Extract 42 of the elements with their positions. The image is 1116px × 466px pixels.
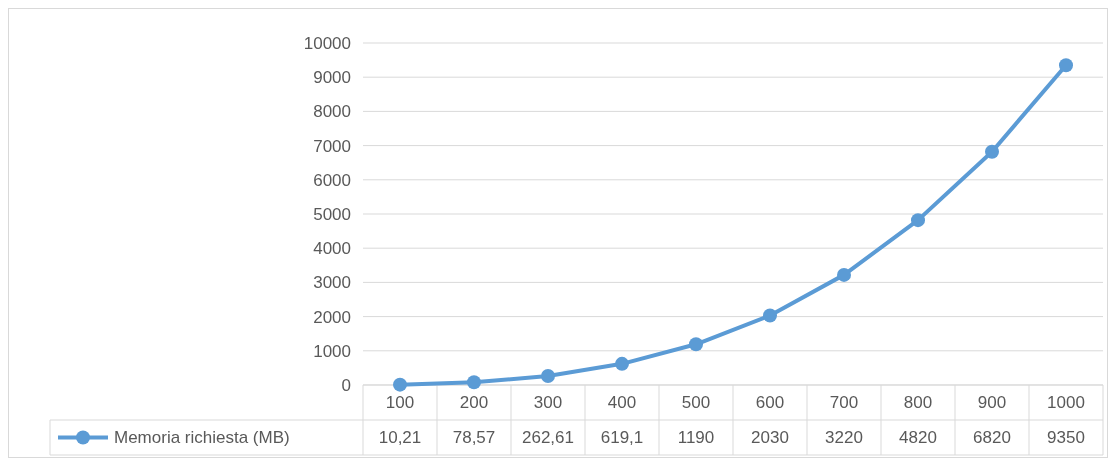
y-tick-label: 0: [341, 375, 351, 395]
data-label: 78,57: [452, 428, 496, 448]
data-label: 4820: [899, 428, 937, 448]
y-tick-label: 10000: [303, 33, 351, 53]
x-tick-label: 400: [607, 393, 637, 413]
y-tick-label: 1000: [313, 341, 351, 361]
y-tick-label: 7000: [313, 136, 351, 156]
point: [763, 308, 777, 323]
x-tick-label: 300: [533, 393, 563, 413]
data-label: 1190: [677, 428, 715, 448]
data-label: 10,21: [378, 428, 422, 448]
data-label: 9350: [1047, 428, 1085, 448]
y-tick-label: 8000: [313, 102, 351, 122]
y-tick-label: 6000: [313, 170, 351, 190]
point: [467, 375, 481, 390]
data-label: 619,1: [600, 428, 644, 448]
y-tick-label: 2000: [313, 307, 351, 327]
y-tick-label: 9000: [313, 68, 351, 88]
point: [541, 369, 555, 384]
point: [393, 377, 407, 392]
point: [689, 337, 703, 352]
x-tick-label: 200: [459, 393, 489, 413]
point: [985, 144, 999, 159]
y-tick-label: 5000: [313, 204, 351, 224]
x-tick-label: 500: [681, 393, 711, 413]
y-tick-label: 3000: [313, 273, 351, 293]
point: [1059, 58, 1073, 73]
x-tick-label: 100: [385, 393, 415, 413]
x-tick-label: 600: [755, 393, 785, 413]
data-label: 262,61: [522, 428, 574, 448]
legend-label: Memoria richiesta (MB): [114, 428, 290, 448]
x-tick-label: 800: [903, 393, 933, 413]
data-label: 6820: [973, 428, 1011, 448]
data-label: 2030: [751, 428, 789, 448]
data-label: 3220: [825, 428, 863, 448]
point: [837, 267, 851, 282]
x-tick-label: 700: [829, 393, 859, 413]
x-tick-label: 1000: [1047, 393, 1085, 413]
point: [911, 213, 925, 228]
point: [615, 356, 629, 371]
y-tick-label: 4000: [313, 239, 351, 259]
x-tick-label: 900: [977, 393, 1007, 413]
